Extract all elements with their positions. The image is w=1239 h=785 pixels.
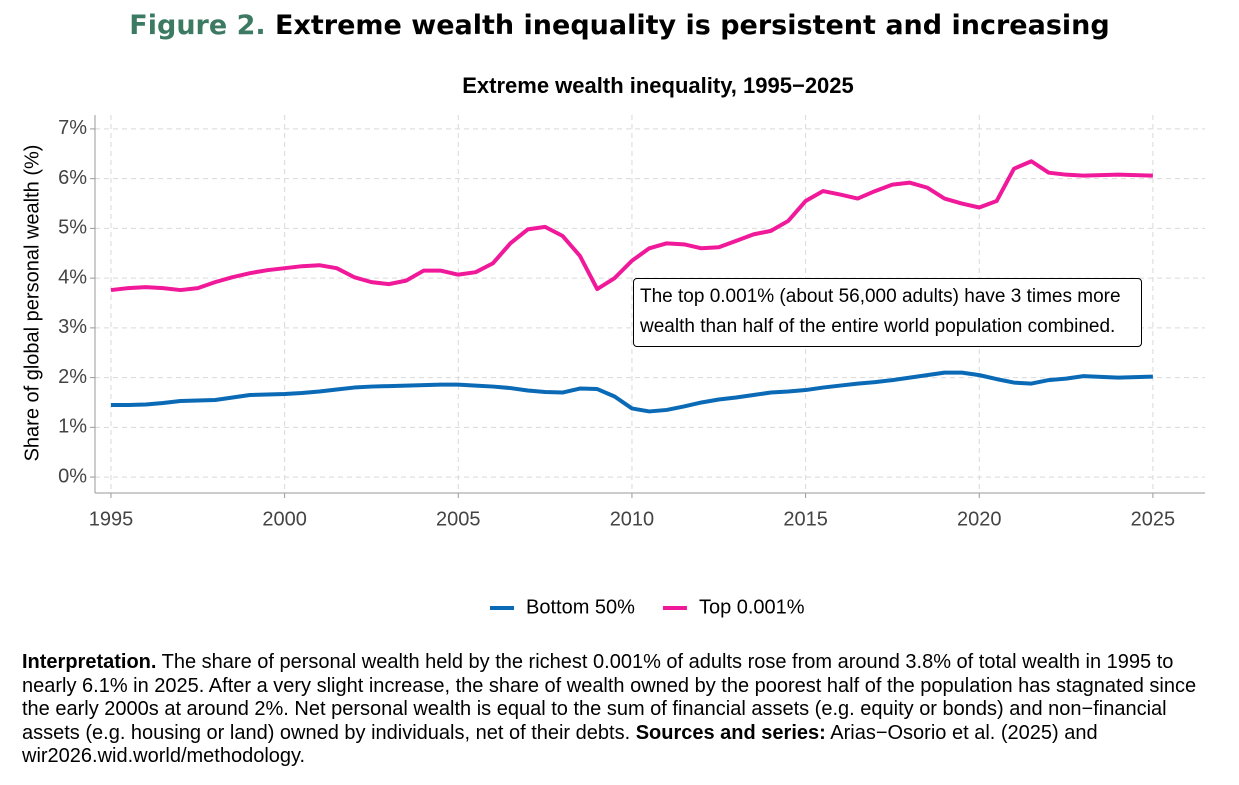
- title: Extreme wealth inequality is persistent …: [275, 10, 1110, 41]
- x-tick-label: 1995: [89, 508, 134, 530]
- interpretation: Interpretation. The share of personal we…: [22, 651, 1222, 769]
- figure-label: Figure 2.: [129, 10, 266, 41]
- y-tick-label: 0%: [58, 465, 87, 487]
- sources-label: Sources and series:: [635, 721, 826, 744]
- y-tick-label: 4%: [58, 266, 87, 288]
- y-tick-label: 5%: [58, 217, 87, 239]
- y-tick-label: 6%: [58, 167, 87, 189]
- series-line: [110, 159, 1153, 293]
- y-tick-label: 7%: [58, 117, 87, 139]
- sources-text: Arias−Osorio et al. (2025) and wir2026.w…: [22, 721, 1098, 768]
- x-tick-label: 2000: [262, 508, 307, 530]
- y-tick-label: 1%: [58, 416, 87, 438]
- annotation: The top 0.001% (about 56,000 adults) hav…: [633, 278, 1142, 347]
- chart-title: Extreme wealth inequality, 1995−2025: [462, 73, 854, 98]
- y-tick-label: 3%: [58, 316, 87, 338]
- x-tick-label: 2025: [1131, 508, 1176, 530]
- figure-title: Figure 2. Extreme wealth inequality is p…: [0, 10, 1239, 41]
- y-tick-label: 2%: [58, 366, 87, 388]
- series-line: [110, 370, 1153, 414]
- legend-label: Bottom 50%: [526, 596, 635, 618]
- x-tick-label: 2005: [436, 508, 481, 530]
- y-axis-label: Share of global personal wealth (%): [21, 145, 43, 462]
- x-tick-label: 2010: [610, 508, 655, 530]
- x-tick-label: 2020: [957, 508, 1002, 530]
- x-tick-label: 2015: [783, 508, 828, 530]
- interpretation-text: The share of personal wealth held by the…: [22, 651, 1197, 744]
- legend-label: Top 0.001%: [699, 596, 805, 618]
- interpretation-label: Interpretation.: [22, 651, 157, 673]
